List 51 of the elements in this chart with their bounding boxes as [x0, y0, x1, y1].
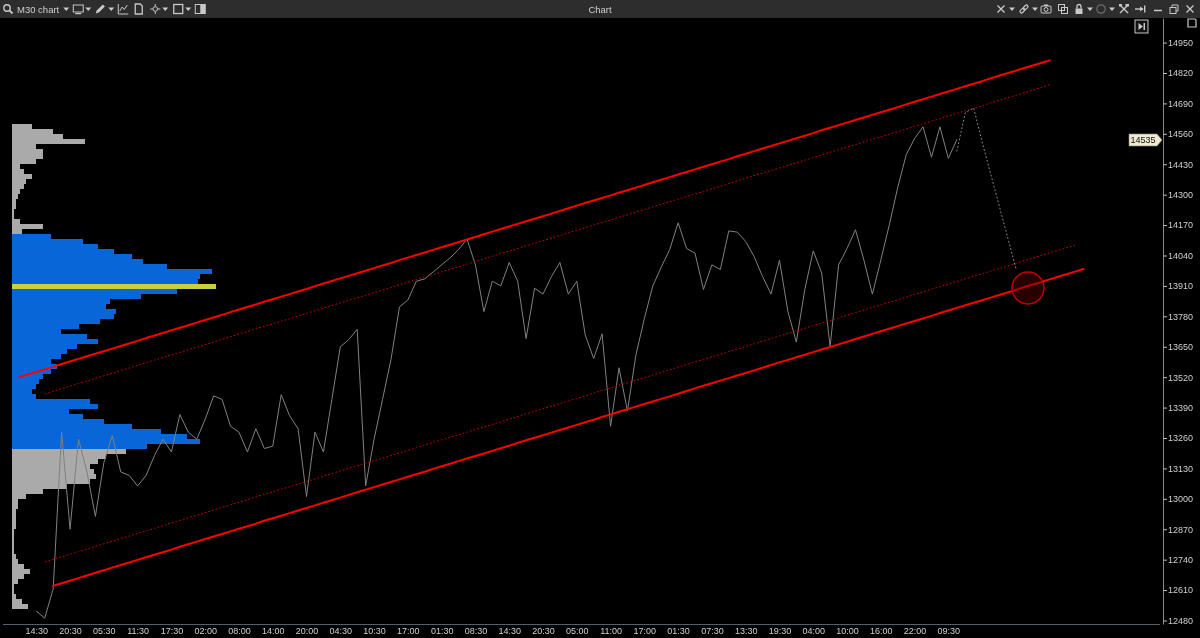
y-tick-label: 14820: [1168, 68, 1194, 79]
x-tick-label: 20:30: [532, 626, 555, 637]
x-tick-label: 16:00: [870, 626, 893, 637]
x-tick-label: 10:30: [363, 626, 386, 637]
x-tick-label: 17:00: [633, 626, 657, 637]
y-tick-label: 13000: [1168, 494, 1194, 505]
x-tick-label: 14:30: [25, 626, 49, 637]
y-tick-label: 14040: [1168, 250, 1194, 261]
y-tick-label: 13520: [1168, 372, 1194, 383]
x-tick-label: 22:00: [903, 626, 927, 637]
chart-subtitle: M30 chart: [17, 3, 60, 15]
y-tick-label: 14300: [1168, 190, 1194, 201]
y-tick-label: 13260: [1168, 433, 1194, 444]
y-tick-label: 12740: [1168, 555, 1194, 566]
y-tick-label: 12610: [1168, 585, 1194, 596]
x-tick-label: 10:00: [836, 626, 859, 637]
x-tick-label: 11:00: [600, 626, 622, 637]
x-tick-label: 04:00: [802, 626, 826, 637]
annotation: 14535: [1130, 135, 1156, 146]
x-tick-label: 05:30: [93, 626, 116, 637]
x-tick-label: 17:00: [397, 626, 420, 637]
y-tick-label: 13390: [1168, 402, 1194, 413]
x-tick-label: 20:30: [59, 626, 82, 637]
y-tick-label: 13780: [1168, 311, 1194, 322]
y-tick-label: 13130: [1168, 463, 1194, 474]
x-tick-label: 11:30: [127, 626, 150, 637]
y-tick-label: 14950: [1168, 37, 1194, 48]
y-tick-label: 12480: [1168, 615, 1194, 626]
x-tick-label: 14:30: [498, 626, 521, 637]
x-tick-label: 08:00: [228, 626, 251, 637]
x-tick-label: 13:30: [734, 626, 758, 637]
x-tick-label: 01:30: [667, 626, 690, 637]
x-tick-label: 05:00: [566, 626, 589, 637]
chart-title: Chart: [588, 3, 612, 15]
x-tick-label: 19:30: [768, 626, 792, 637]
y-tick-label: 14690: [1168, 98, 1194, 109]
y-tick-label: 14560: [1168, 129, 1194, 140]
y-tick-label: 14430: [1168, 159, 1194, 170]
x-tick-label: 02:00: [194, 626, 217, 637]
x-tick-label: 14:00: [261, 626, 285, 637]
y-tick-label: 12870: [1168, 524, 1194, 535]
x-tick-label: 17:30: [160, 626, 184, 637]
y-tick-label: 13650: [1168, 342, 1194, 353]
x-tick-label: 07:30: [701, 626, 724, 637]
x-tick-label: 20:00: [295, 626, 319, 637]
x-tick-label: 08:30: [464, 626, 488, 637]
x-tick-label: 09:30: [937, 626, 961, 637]
y-tick-label: 14170: [1168, 220, 1194, 231]
x-tick-label: 04:30: [329, 626, 353, 637]
x-tick-label: 01:30: [430, 626, 454, 637]
y-tick-label: 13910: [1168, 281, 1194, 292]
